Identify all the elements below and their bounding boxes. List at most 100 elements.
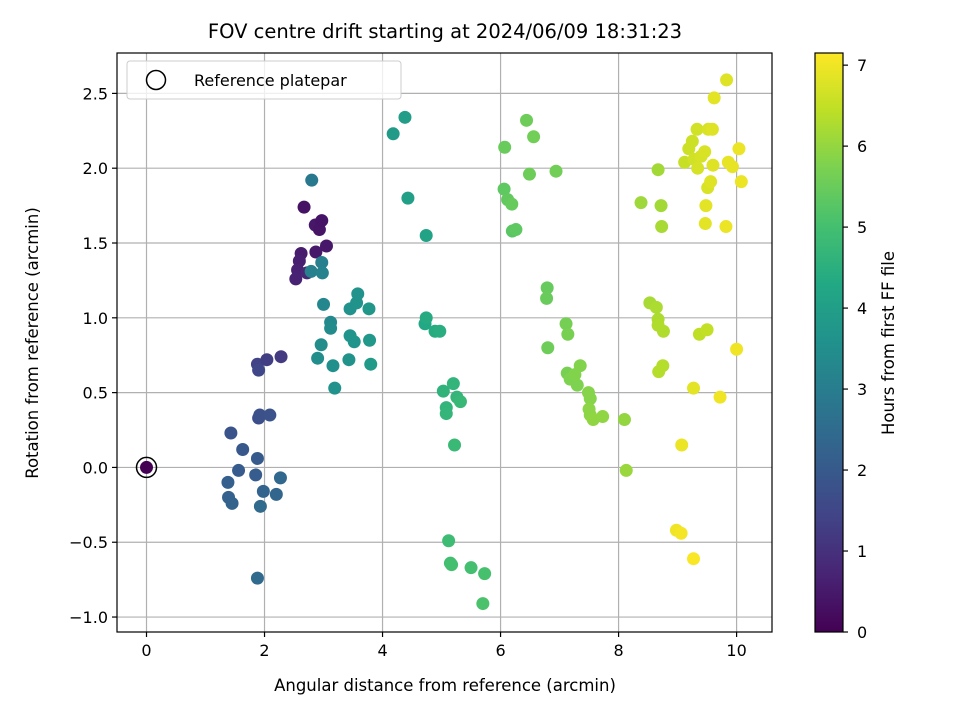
colorbar-tick-label: 4 — [857, 299, 867, 318]
data-point — [256, 484, 270, 498]
data-point — [260, 353, 274, 367]
data-point — [249, 468, 263, 482]
data-point — [439, 407, 453, 421]
y-tick-label: 0.5 — [83, 384, 108, 403]
y-tick-label: 1.0 — [83, 309, 108, 328]
data-point — [651, 163, 665, 177]
data-point — [617, 413, 631, 427]
data-point — [699, 199, 713, 213]
data-point — [619, 463, 633, 477]
data-point — [269, 487, 283, 501]
data-point — [675, 438, 689, 452]
y-tick-label: 0.0 — [83, 458, 108, 477]
data-point — [398, 110, 412, 124]
data-point — [698, 145, 712, 159]
data-point — [363, 333, 377, 347]
y-tick-label: −0.5 — [69, 533, 108, 552]
data-point — [478, 567, 492, 581]
data-point — [446, 377, 460, 391]
data-point — [351, 287, 365, 301]
data-point — [561, 327, 575, 341]
data-point — [221, 475, 235, 489]
data-point — [448, 438, 462, 452]
data-point — [311, 351, 325, 365]
colorbar-gradient — [815, 53, 843, 632]
colorbar: 0 1 2 3 4 5 6 7 Hours from first FF file — [814, 52, 898, 642]
data-point — [328, 381, 342, 395]
data-point — [436, 384, 450, 398]
reference-point-dot — [140, 460, 154, 474]
x-tick-label: 0 — [141, 641, 151, 660]
data-point — [342, 353, 356, 367]
data-point — [476, 597, 490, 611]
data-point — [656, 324, 670, 338]
data-point — [315, 255, 329, 269]
data-point — [549, 164, 563, 178]
data-point — [419, 311, 433, 325]
legend-label: Reference platepar — [194, 71, 347, 90]
colorbar-tick-label: 2 — [857, 461, 867, 480]
data-point — [442, 534, 456, 548]
data-point — [583, 392, 597, 406]
data-point — [324, 321, 338, 335]
data-point — [305, 173, 319, 187]
colorbar-tick-label: 3 — [857, 380, 867, 399]
data-point — [347, 335, 361, 349]
y-tick-label: 2.0 — [83, 159, 108, 178]
data-point — [687, 381, 701, 395]
legend: Reference platepar — [126, 60, 402, 100]
data-point — [309, 245, 323, 259]
data-point — [706, 158, 720, 172]
data-point — [314, 338, 328, 352]
data-point — [725, 160, 739, 174]
data-point — [319, 239, 333, 253]
data-point — [498, 140, 512, 154]
data-point — [730, 342, 744, 356]
data-point — [445, 558, 459, 572]
colorbar-tick-label: 6 — [857, 137, 867, 156]
data-point — [497, 182, 511, 196]
data-point — [707, 91, 721, 105]
data-point — [634, 196, 648, 210]
data-point — [570, 378, 584, 392]
data-point — [649, 300, 663, 314]
data-point — [527, 130, 541, 144]
data-point — [705, 122, 719, 136]
data-point — [734, 175, 748, 189]
chart-title: FOV centre drift starting at 2024/06/09 … — [208, 20, 682, 43]
data-point — [362, 302, 376, 316]
data-point — [274, 350, 288, 364]
data-point — [690, 122, 704, 136]
data-point — [326, 359, 340, 373]
colorbar-tick-label: 0 — [857, 623, 867, 642]
data-point — [253, 499, 267, 513]
colorbar-tick-label: 1 — [857, 542, 867, 561]
y-axis-ticks: −1.0 −0.5 0.0 0.5 1.0 1.5 2.0 2.5 — [69, 84, 117, 627]
data-point — [250, 451, 264, 465]
data-point — [315, 266, 329, 280]
data-point — [232, 463, 246, 477]
data-point — [250, 571, 264, 585]
plot-frame — [116, 52, 773, 633]
data-point — [596, 410, 610, 424]
data-point — [522, 167, 536, 181]
data-point — [304, 264, 318, 278]
data-point — [386, 127, 400, 141]
x-tick-label: 2 — [259, 641, 269, 660]
data-points — [135, 73, 748, 611]
data-point — [652, 365, 666, 379]
data-point — [687, 552, 701, 566]
y-tick-label: −1.0 — [69, 608, 108, 627]
colorbar-frame — [814, 52, 844, 633]
data-point — [713, 390, 727, 404]
data-point — [719, 220, 733, 234]
data-point — [225, 496, 239, 510]
data-point — [224, 426, 238, 440]
data-point — [541, 341, 555, 355]
data-point — [654, 199, 668, 213]
x-tick-label: 10 — [726, 641, 746, 660]
data-point — [419, 229, 433, 243]
data-point — [263, 408, 277, 422]
data-point — [559, 317, 573, 331]
